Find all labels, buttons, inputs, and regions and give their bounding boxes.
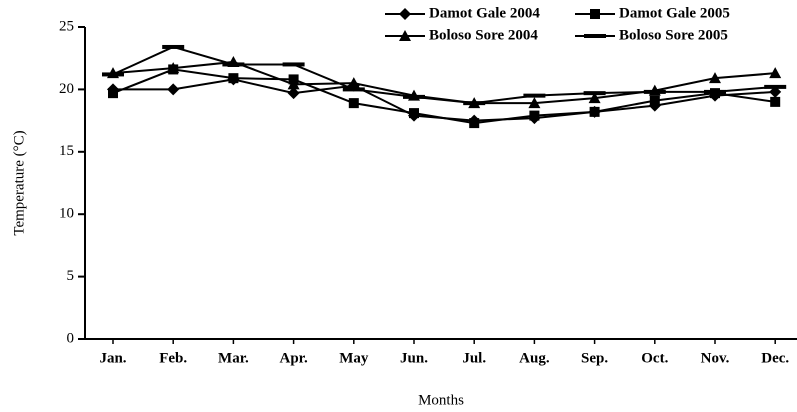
x-tick-label: May <box>339 350 369 366</box>
data-point <box>709 72 721 84</box>
data-point <box>643 89 666 94</box>
data-point <box>589 106 600 117</box>
x-tick-label: Apr. <box>279 350 307 366</box>
y-tick-label: 10 <box>59 206 74 222</box>
data-point <box>102 72 124 77</box>
x-tick-label: Oct. <box>641 350 668 366</box>
x-tick-label: Nov. <box>701 350 730 366</box>
y-tick-label: 20 <box>59 81 74 97</box>
x-tick-label: Jul. <box>462 350 486 366</box>
data-point <box>228 73 239 84</box>
x-axis-label: Months <box>418 392 464 408</box>
data-point <box>167 62 180 74</box>
data-point <box>342 87 365 92</box>
x-tick-label: Mar. <box>218 350 249 366</box>
data-point <box>222 62 245 67</box>
data-point <box>528 97 541 109</box>
data-point <box>764 84 787 89</box>
data-point <box>108 88 118 99</box>
data-point <box>287 78 300 90</box>
legend-label: Damot Gale 2004 <box>429 5 540 21</box>
legend-label: Boloso Sore 2005 <box>619 27 728 43</box>
data-point <box>403 94 425 99</box>
legend-marker <box>399 8 411 20</box>
data-point <box>649 95 660 106</box>
y-tick-label: 15 <box>59 143 74 159</box>
legend-marker <box>584 34 606 38</box>
y-axis-label: Temperature (°C) <box>11 130 27 235</box>
data-point <box>282 62 305 67</box>
data-point <box>409 108 419 119</box>
data-point <box>348 98 359 109</box>
legend-marker <box>399 30 411 41</box>
data-point <box>167 83 180 96</box>
data-point <box>469 118 480 129</box>
legend-label: Boloso Sore 2004 <box>429 27 538 43</box>
data-point <box>704 89 726 94</box>
data-point <box>162 44 185 49</box>
data-point <box>583 91 606 96</box>
x-tick-label: Jan. <box>99 350 126 366</box>
data-point <box>347 77 360 89</box>
y-tick-label: 5 <box>67 268 75 284</box>
data-point <box>463 101 486 106</box>
x-tick-label: Aug. <box>519 350 550 366</box>
x-tick-label: Jun. <box>400 350 428 366</box>
x-tick-label: Feb. <box>159 350 187 366</box>
legend-marker <box>590 9 600 19</box>
data-point <box>588 92 601 104</box>
legend-label: Damot Gale 2005 <box>619 5 730 21</box>
y-tick-label: 25 <box>59 18 74 34</box>
data-point <box>287 87 300 100</box>
data-point <box>770 96 781 107</box>
data-point <box>523 93 546 98</box>
x-tick-label: Dec. <box>761 350 789 366</box>
series-line <box>112 68 776 125</box>
data-point <box>769 67 782 79</box>
y-tick-label: 0 <box>67 330 75 346</box>
x-tick-label: Sep. <box>581 350 608 366</box>
data-point <box>529 110 540 121</box>
